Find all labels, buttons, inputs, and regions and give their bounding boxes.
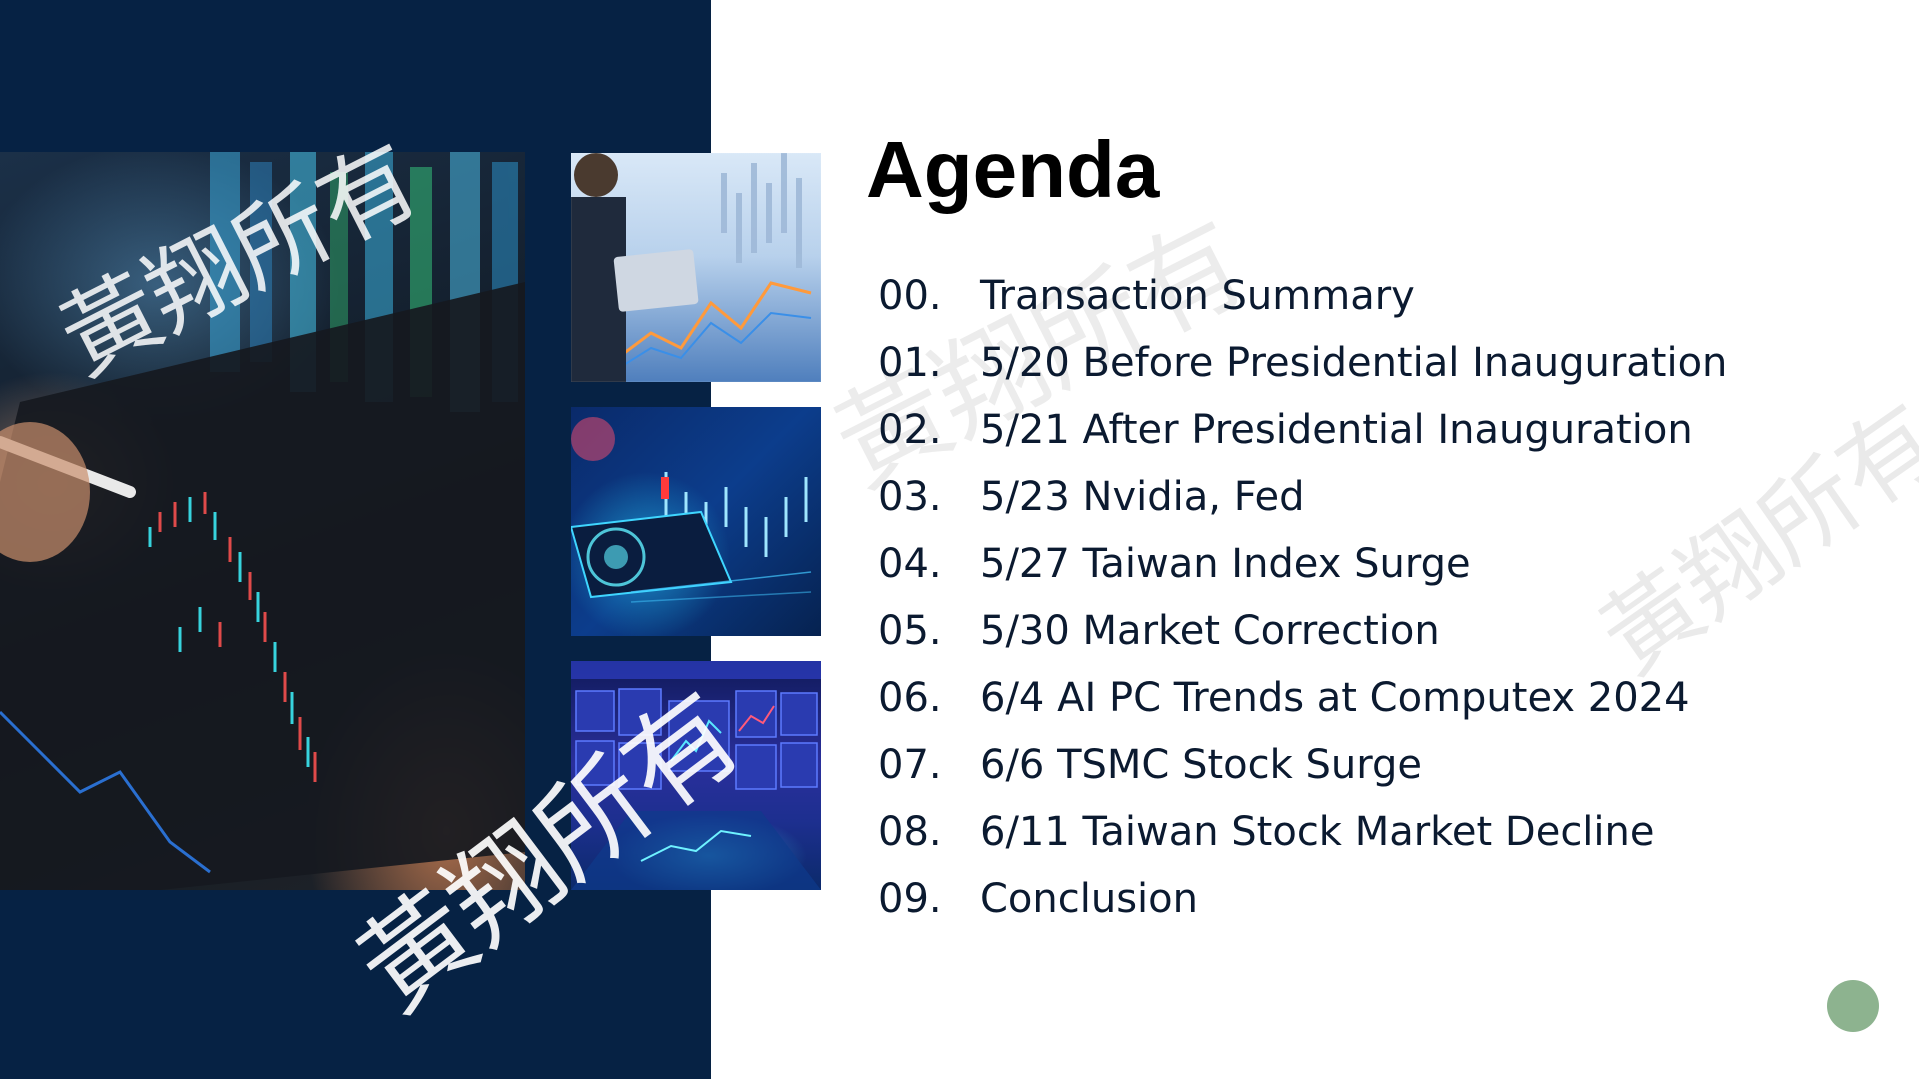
agenda-item: 06. 6/4 AI PC Trends at Computex 2024	[878, 664, 1727, 731]
agenda-item-label: 6/11 Taiwan Stock Market Decline	[980, 808, 1655, 855]
agenda-item-label: 5/30 Market Correction	[980, 607, 1440, 654]
agenda-item-label: 5/20 Before Presidential Inauguration	[980, 339, 1728, 386]
agenda-item-label: 5/23 Nvidia, Fed	[980, 473, 1305, 520]
agenda-item-label: 5/21 After Presidential Inauguration	[980, 406, 1693, 453]
agenda-item-number: 06.	[878, 674, 942, 721]
agenda-item-number: 00.	[878, 272, 942, 319]
agenda-item-number: 08.	[878, 808, 942, 855]
accent-dot	[1827, 980, 1879, 1032]
agenda-item: 02. 5/21 After Presidential Inauguration	[878, 396, 1727, 463]
agenda-item-number: 04.	[878, 540, 942, 587]
agenda-item-number: 07.	[878, 741, 942, 788]
stock-chart-tablet-image	[0, 152, 525, 890]
agenda-list: 00. Transaction Summary 01. 5/20 Before …	[878, 262, 1727, 932]
agenda-title: Agenda	[866, 125, 1160, 214]
agenda-item: 09. Conclusion	[878, 865, 1727, 932]
agenda-item-number: 05.	[878, 607, 942, 654]
agenda-item: 08. 6/11 Taiwan Stock Market Decline	[878, 798, 1727, 865]
smartphone-candlestick-chart-image	[571, 407, 821, 636]
agenda-item-number: 03.	[878, 473, 942, 520]
agenda-item-number: 09.	[878, 875, 942, 922]
agenda-item: 07. 6/6 TSMC Stock Surge	[878, 731, 1727, 798]
agenda-item: 00. Transaction Summary	[878, 262, 1727, 329]
businessman-laptop-chart-image	[571, 153, 821, 382]
agenda-item-number: 02.	[878, 406, 942, 453]
agenda-item-label: 5/27 Taiwan Index Surge	[980, 540, 1471, 587]
trading-screens-image	[571, 661, 821, 890]
agenda-item-label: 6/4 AI PC Trends at Computex 2024	[980, 674, 1690, 721]
agenda-item-label: Conclusion	[980, 875, 1198, 922]
agenda-item-label: Transaction Summary	[980, 272, 1415, 319]
agenda-item: 05. 5/30 Market Correction	[878, 597, 1727, 664]
agenda-item-number: 01.	[878, 339, 942, 386]
agenda-item: 04. 5/27 Taiwan Index Surge	[878, 530, 1727, 597]
agenda-item: 01. 5/20 Before Presidential Inauguratio…	[878, 329, 1727, 396]
agenda-item: 03. 5/23 Nvidia, Fed	[878, 463, 1727, 530]
agenda-item-label: 6/6 TSMC Stock Surge	[980, 741, 1422, 788]
